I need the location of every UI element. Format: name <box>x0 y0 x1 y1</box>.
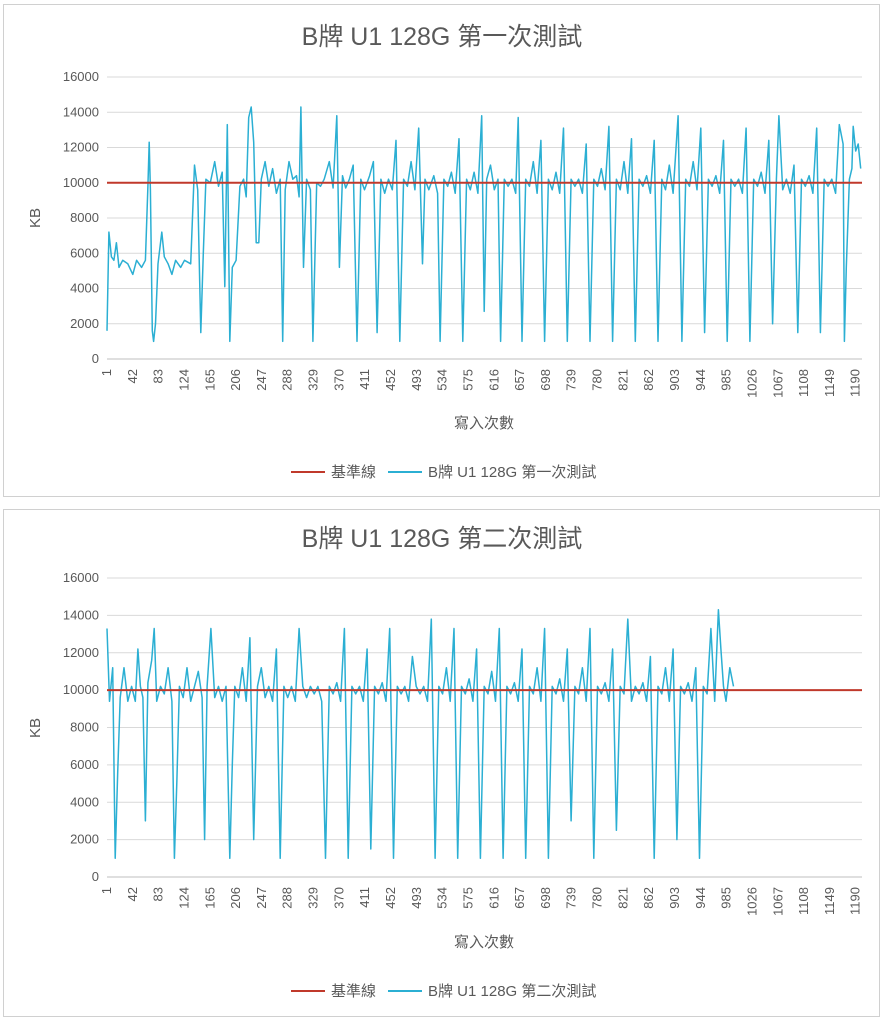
y-tick-label: 2000 <box>70 316 99 331</box>
x-tick-label: 862 <box>641 887 656 909</box>
x-tick-label: 903 <box>667 369 682 391</box>
x-tick-label: 83 <box>151 887 166 901</box>
x-tick-label: 493 <box>409 369 424 391</box>
y-tick-label: 8000 <box>70 720 99 735</box>
y-tick-label: 6000 <box>70 757 99 772</box>
chart-2-plot: 0 2000 4000 6000 8000 10000 12000 14000 16000 1 42… <box>63 570 863 916</box>
x-tick-label: 821 <box>615 369 630 391</box>
x-tick-label: 165 <box>202 369 217 391</box>
chart-2-xlabel: 寫入次數 <box>454 933 514 951</box>
x-tick-label: 165 <box>202 887 217 909</box>
x-tick-label: 206 <box>228 887 243 909</box>
x-tick-label: 411 <box>357 887 372 908</box>
x-tick-label: 1190 <box>848 369 863 397</box>
x-tick-label: 288 <box>280 887 295 909</box>
x-tick-label: 944 <box>693 887 708 909</box>
chart-2-svg: B牌 U1 128G 第二次測試 0 2000 4000 6000 8000 10000 1… <box>27 525 863 1000</box>
series-line-measurement <box>106 609 735 860</box>
x-tick-label: 780 <box>590 369 605 391</box>
x-tick-label: 985 <box>719 369 734 391</box>
y-tick-label: 8000 <box>70 210 99 225</box>
y-tick-label: 4000 <box>70 281 99 296</box>
x-tick-label: 1190 <box>848 887 863 915</box>
y-tick-label: 2000 <box>70 832 99 847</box>
x-tick-label: 903 <box>667 887 682 909</box>
x-tick-label: 1067 <box>770 369 785 398</box>
x-tick-label: 452 <box>383 369 398 391</box>
x-tick-label: 575 <box>460 369 475 391</box>
y-tick-label: 12000 <box>63 645 99 660</box>
x-tick-label: 247 <box>254 887 269 909</box>
x-tick-label: 698 <box>538 369 553 391</box>
legend-series-label: B牌 U1 128G 第二次測試 <box>428 982 596 1000</box>
chart-1-svg: B牌 U1 128G 第一次測試 0 2000 4000 6000 8000 10000 1… <box>27 23 863 481</box>
x-tick-label: 698 <box>538 887 553 909</box>
x-tick-label: 288 <box>280 369 295 391</box>
x-tick-label: 370 <box>331 369 346 391</box>
x-tick-label: 534 <box>435 369 450 391</box>
x-tick-label: 1108 <box>796 369 811 397</box>
x-tick-label: 821 <box>615 887 630 909</box>
legend-series-label: B牌 U1 128G 第一次測試 <box>428 463 596 481</box>
x-tick-label: 329 <box>306 369 321 391</box>
x-tick-label: 944 <box>693 369 708 391</box>
x-tick-label: 657 <box>512 887 527 909</box>
x-tick-label: 1108 <box>796 887 811 915</box>
chart-1-xlabel: 寫入次數 <box>454 414 514 432</box>
legend-baseline-label: 基準線 <box>331 983 376 1000</box>
chart-2-legend: 基準線 B牌 U1 128G 第二次測試 <box>291 982 596 1000</box>
y-tick-label: 14000 <box>63 104 99 119</box>
x-tick-label: 42 <box>125 369 140 383</box>
x-tick-label: 616 <box>486 887 501 909</box>
y-tick-label: 6000 <box>70 245 99 260</box>
x-tick-label: 739 <box>564 887 579 909</box>
x-tick-label: 1026 <box>744 369 759 398</box>
y-tick-label: 10000 <box>63 682 99 697</box>
x-tick-label: 1149 <box>822 887 837 915</box>
chart-2-title: B牌 U1 128G 第二次測試 <box>302 525 583 553</box>
chart-2-ylabel: KB <box>27 718 44 738</box>
y-tick-label: 16000 <box>63 69 99 84</box>
x-tick-label: 575 <box>460 887 475 909</box>
x-tick-label: 124 <box>176 369 191 391</box>
x-tick-label: 124 <box>176 887 191 909</box>
x-tick-label: 1067 <box>770 887 785 916</box>
x-tick-label: 493 <box>409 887 424 909</box>
x-tick-label: 329 <box>306 887 321 909</box>
y-tick-label: 0 <box>92 869 99 884</box>
series-line-measurement <box>106 106 862 343</box>
y-tick-label: 16000 <box>63 570 99 585</box>
x-tick-label: 206 <box>228 369 243 391</box>
y-tick-label: 12000 <box>63 140 99 155</box>
x-tick-label: 657 <box>512 369 527 391</box>
x-tick-label: 985 <box>719 887 734 909</box>
x-tick-label: 452 <box>383 887 398 909</box>
y-tick-label: 10000 <box>63 175 99 190</box>
y-tick-label: 0 <box>92 351 99 366</box>
chart-1-title: B牌 U1 128G 第一次測試 <box>302 23 583 51</box>
x-tick-label: 370 <box>331 887 346 909</box>
y-tick-label: 14000 <box>63 607 99 622</box>
x-tick-label: 1 <box>99 369 114 376</box>
x-tick-label: 534 <box>435 887 450 909</box>
x-tick-label: 1149 <box>822 369 837 397</box>
x-tick-label: 42 <box>125 887 140 901</box>
x-tick-label: 83 <box>151 369 166 383</box>
chart-1-legend: 基準線 B牌 U1 128G 第一次測試 <box>291 463 596 481</box>
legend-baseline-label: 基準線 <box>331 464 376 481</box>
x-tick-label: 1026 <box>744 887 759 916</box>
x-tick-label: 780 <box>590 887 605 909</box>
x-tick-label: 411 <box>357 369 372 390</box>
x-tick-label: 247 <box>254 369 269 391</box>
x-tick-label: 862 <box>641 369 656 391</box>
chart-1-plot: 0 2000 4000 6000 8000 10000 12000 14000 16000 1 42… <box>63 69 863 398</box>
y-tick-label: 4000 <box>70 794 99 809</box>
chart-1-ylabel: KB <box>27 208 44 228</box>
x-tick-label: 1 <box>99 887 114 894</box>
x-tick-label: 739 <box>564 369 579 391</box>
chart-panel-2: B牌 U1 128G 第二次測試 0 2000 4000 6000 8000 10000 1… <box>3 509 880 1017</box>
x-tick-label: 616 <box>486 369 501 391</box>
chart-panel-1: B牌 U1 128G 第一次測試 0 2000 4000 6000 8000 10000 1… <box>3 4 880 497</box>
